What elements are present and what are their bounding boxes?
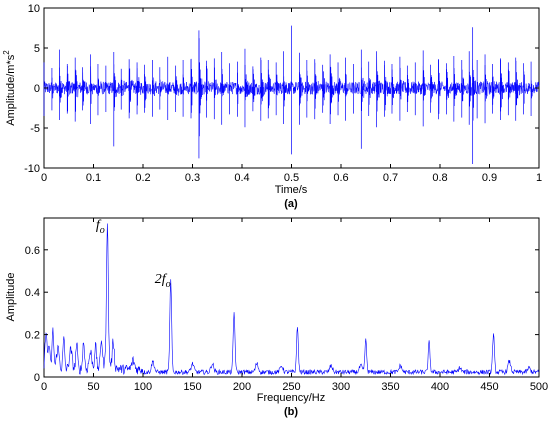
y-tick-label-0: -10 (24, 163, 40, 175)
x-tick-label-0: 0.4 (234, 172, 249, 184)
x-axis-label-b: Frequency/Hz (257, 392, 325, 404)
harmonic-label-main: 2f (155, 272, 168, 287)
x-tick-label-1: 400 (431, 381, 449, 393)
y-tick-label-1: 0.2 (25, 330, 40, 342)
x-tick-label-1: 50 (87, 381, 99, 393)
x-ticks-b: 0 50 100 150 200 250 300 350 400 450 500 (41, 218, 548, 393)
x-axis-label-a: Time/s (275, 184, 308, 196)
harmonic-label-sub: o (100, 225, 105, 236)
x-tick-label-0: 0.9 (482, 172, 497, 184)
x-tick-label-0: 0.6 (333, 172, 348, 184)
x-tick-label-1: 500 (530, 381, 548, 393)
x-tick-label-0: 0 (41, 172, 47, 184)
harmonic-label: 2fo (155, 272, 171, 290)
x-tick-label-0: 0.2 (135, 172, 150, 184)
harmonic-label: fo (96, 218, 105, 236)
panel-time-signal: 0 0.1 0.2 0.3 0.4 0.5 0.6 0.7 0.8 0.9 1 -10-50510 … (2, 3, 542, 210)
panel-spectrum: 0 50 100 150 200 250 300 350 400 450 500 0 0.2 0.4 0.… (5, 217, 548, 418)
x-tick-label-0: 1 (536, 172, 542, 184)
y-axis-label-b: Amplitude (5, 273, 17, 322)
y-ticks-a: -10 -5 0 5 10 (24, 3, 539, 175)
y-tick-label-0: 5 (34, 43, 40, 55)
x-tick-label-0: 0.8 (432, 172, 447, 184)
harmonic-label-main: f (96, 218, 102, 233)
x-tick-label-0: 0.5 (284, 172, 299, 184)
y-tick-label-0: 0 (34, 83, 40, 95)
panel-caption-b: (b) (284, 406, 298, 418)
y-ticks-b: 0 0.2 0.4 0.6 (25, 245, 539, 384)
x-tick-label-0: 0.1 (86, 172, 101, 184)
x-tick-label-0: 0.7 (383, 172, 398, 184)
plot-frame-b (43, 217, 540, 378)
spectrum-series (43, 223, 540, 376)
x-tick-label-0: 0.3 (185, 172, 200, 184)
x-tick-label-1: 150 (183, 381, 201, 393)
spectrum-line (43, 223, 540, 376)
x-tick-label-1: 300 (332, 381, 350, 393)
y-tick-label-1: 0 (34, 372, 40, 384)
time-signal-series (43, 25, 540, 164)
y-axis-label-a-main: Amplitude/m*s (5, 54, 17, 125)
x-tick-label-1: 200 (233, 381, 251, 393)
x-tick-label-1: 250 (282, 381, 300, 393)
y-axis-label-a: Amplitude/m*s2 (2, 50, 17, 126)
x-tick-label-1: 100 (134, 381, 152, 393)
y-tick-label-0: -5 (30, 123, 40, 135)
x-tick-label-1: 350 (381, 381, 399, 393)
harmonic-label-sub: o (166, 279, 171, 290)
y-tick-label-1: 0.6 (25, 245, 40, 257)
x-tick-label-1: 0 (41, 381, 47, 393)
y-tick-label-0: 10 (28, 3, 40, 15)
x-ticks-a: 0 0.1 0.2 0.3 0.4 0.5 0.6 0.7 0.8 0.9 1 (41, 8, 542, 184)
panel-caption-a: (a) (284, 198, 298, 210)
y-axis-label-a-sup: 2 (2, 50, 11, 55)
x-tick-label-1: 450 (480, 381, 498, 393)
y-tick-label-1: 0.4 (25, 287, 40, 299)
